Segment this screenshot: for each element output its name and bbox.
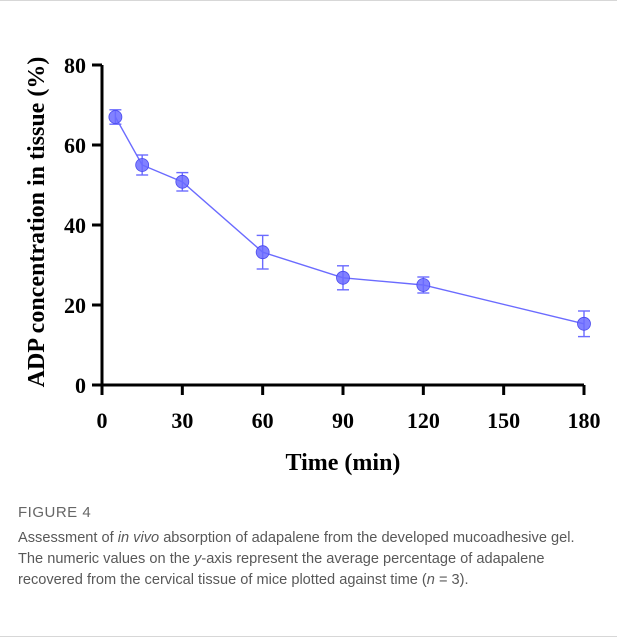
caption-fragment: n [426,572,435,588]
x-axis-label: Time (min) [286,450,401,476]
data-point [108,110,123,124]
x-tick-label: 60 [252,408,274,433]
x-tick-label: 0 [97,408,108,433]
y-tick-label: 40 [64,213,86,238]
x-tick-label: 90 [332,408,354,433]
caption-fragment: in vivo [117,530,160,546]
y-tick-label: 20 [64,293,86,318]
y-axis-label: ADP concentration in tissue (%) [24,57,50,388]
chart-ticks: 0 20 40 60 80 0 30 60 90 120 150 180 [64,53,601,433]
series-line [114,116,585,325]
data-point [175,174,190,189]
figure-caption-text: Assessment of in vivo absorption of adap… [18,528,603,591]
data-point [336,270,350,285]
x-tick-label: 30 [171,408,193,433]
data-point [255,245,270,260]
figure-label: FIGURE 4 [18,504,92,521]
figure-caption: FIGURE 4 Assessment of in vivo absorptio… [18,504,603,591]
data-point [577,316,591,331]
caption-fragment: = 3). [434,572,469,588]
x-tick-label: 150 [487,408,520,433]
x-tick-label: 120 [407,408,440,433]
caption-fragment: absorption of adapalene from the develop… [18,530,575,567]
chart-axes [100,65,584,387]
data-point [135,158,150,172]
y-tick-label: 60 [64,133,86,158]
y-tick-label: 80 [64,53,86,78]
data-point [416,278,431,292]
y-tick-label: 0 [75,373,86,398]
caption-fragment: Assessment of [18,530,118,546]
x-tick-label: 180 [568,408,601,433]
chart-series [108,109,591,338]
caption-fragment: -axis represent the average percentage o… [18,551,545,588]
caption-fragment: y [194,551,202,567]
line-chart: 0 20 40 60 80 0 30 60 90 120 150 180 Time (min) ADP… [24,53,601,476]
